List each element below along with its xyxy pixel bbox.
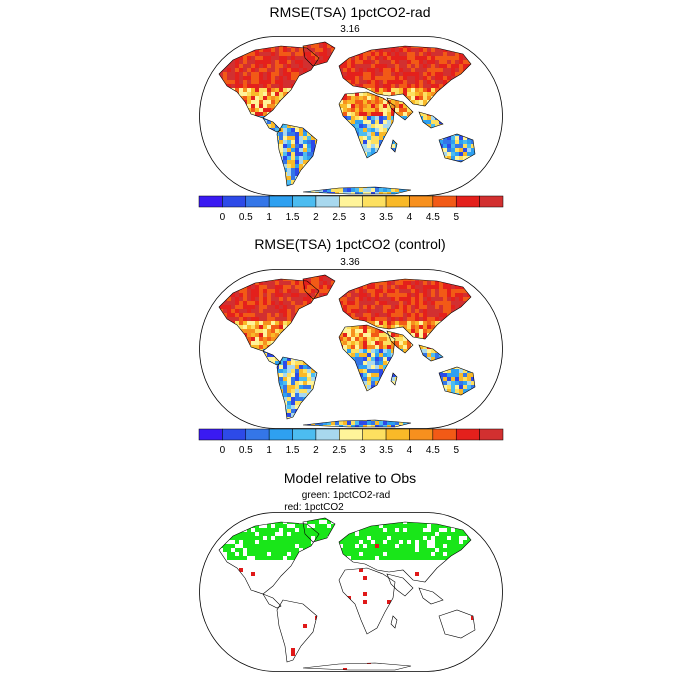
- coastline-eurasia: [338, 45, 472, 107]
- coastline-australia: [438, 366, 476, 396]
- colorbar-swatch: [292, 428, 317, 441]
- coastline-antarctica: [302, 662, 412, 671]
- colorbar-tick-label: 3.5: [379, 212, 393, 223]
- colorbar-swatch: [245, 195, 270, 208]
- colorbar-tick-label: 4: [407, 212, 413, 223]
- colorbar-swatch: [222, 195, 247, 208]
- legend-green-label: green: 1pctCO2-rad: [301, 490, 391, 501]
- coastline-se-asia: [418, 587, 444, 605]
- colorbar-tick-label: 0: [220, 445, 226, 456]
- coastline-madagascar: [390, 372, 398, 386]
- colorbar-tick-label: 5: [453, 212, 459, 223]
- coastline-arabia-india: [386, 97, 414, 121]
- colorbar-swatch: [479, 428, 504, 441]
- panel-1-rmse-value: 3.16: [340, 24, 360, 35]
- colorbar-swatch: [339, 428, 363, 441]
- legend-red-label: red: 1pctCO2: [284, 502, 344, 513]
- colorbar-swatch: [362, 195, 387, 208]
- coastline-north-america: [218, 278, 320, 352]
- colorbar-swatch: [222, 428, 247, 441]
- comparison-fill: [219, 518, 475, 670]
- colorbar-swatch: [268, 428, 293, 441]
- colorbar-tick-label: 4.5: [426, 445, 440, 456]
- colorbar-swatch: [245, 428, 270, 441]
- colorbar-tick-label: 0: [220, 212, 226, 223]
- coastline-greenland: [302, 517, 336, 543]
- map-frame: [199, 512, 503, 672]
- colorbar-tick-label: 2: [313, 445, 319, 456]
- colorbar-tick-label: 3.5: [379, 445, 393, 456]
- colorbar-tick-label: 2.5: [332, 445, 346, 456]
- coastline-arabia-india: [386, 573, 414, 597]
- colorbar-swatch: [385, 428, 410, 441]
- coastline-africa: [338, 567, 396, 635]
- rmse-fill: [219, 275, 475, 427]
- coastline-south-america: [276, 123, 318, 187]
- colorbar-tick-label: 4.5: [426, 212, 440, 223]
- colorbar-swatch: [268, 195, 293, 208]
- coastline-madagascar: [390, 615, 398, 629]
- coastline-north-america: [218, 521, 320, 595]
- colorbar-tick-label: 4: [407, 445, 413, 456]
- coastline-se-asia: [418, 111, 444, 129]
- coastline-africa: [338, 91, 396, 159]
- colorbar-tick-label: 1: [266, 212, 272, 223]
- coastline-madagascar: [390, 139, 398, 153]
- coastline-greenland: [302, 274, 336, 300]
- colorbar-swatch: [455, 195, 480, 208]
- colorbar-tick-label: 1.5: [286, 445, 300, 456]
- colorbar-swatch: [479, 195, 504, 208]
- colorbar-swatch: [315, 195, 340, 208]
- panel-2-map: [199, 269, 503, 429]
- panel-2-colorbar: 0 0.5 1 1.5 2 2.5 3 3.5 4 4.5 5: [198, 428, 504, 456]
- coastline-australia: [438, 133, 476, 163]
- colorbar-tick-label: 1.5: [286, 212, 300, 223]
- colorbar-swatch: [315, 428, 340, 441]
- coastline-antarctica: [302, 186, 412, 195]
- panel-3-title: Model relative to Obs: [283, 470, 417, 486]
- colorbar-swatch: [432, 428, 457, 441]
- panel-1-title: RMSE(TSA) 1pctCO2-rad: [269, 4, 431, 20]
- colorbar-tick-label: 1: [266, 445, 272, 456]
- colorbar-swatch: [339, 195, 363, 208]
- colorbar-swatch: [455, 428, 480, 441]
- coastline-arabia-india: [386, 330, 414, 354]
- colorbar-tick-label: 5: [453, 445, 459, 456]
- colorbar-swatch: [432, 195, 457, 208]
- colorbar-tick-label: 0.5: [239, 445, 253, 456]
- coastline-greenland: [302, 41, 336, 67]
- panel-2-rmse-value: 3.36: [340, 257, 360, 268]
- colorbar-tick-label: 0.5: [239, 212, 253, 223]
- coastline-antarctica: [302, 419, 412, 428]
- colorbar-tick-label: 3: [360, 445, 366, 456]
- panel-3-map: [199, 512, 503, 672]
- colorbar-swatch: [198, 428, 223, 441]
- colorbar-swatch: [409, 195, 434, 208]
- coastline-australia: [438, 609, 476, 639]
- colorbar-swatch: [292, 195, 317, 208]
- map-frame: [199, 269, 503, 429]
- coastline-eurasia: [338, 521, 472, 583]
- panel-2-title: RMSE(TSA) 1pctCO2 (control): [254, 236, 446, 252]
- map-frame: [199, 36, 503, 196]
- coastline-africa: [338, 324, 396, 392]
- coastline-eurasia: [338, 278, 472, 340]
- colorbar-swatch: [409, 428, 434, 441]
- rmse-fill: [219, 42, 475, 194]
- colorbar-swatch: [198, 195, 223, 208]
- panel-1-colorbar: 0 0.5 1 1.5 2 2.5 3 3.5 4 4.5 5: [198, 195, 504, 223]
- colorbar-tick-label: 2: [313, 212, 319, 223]
- coastline-se-asia: [418, 344, 444, 362]
- panel-1-map: [199, 36, 503, 196]
- coastline-north-america: [218, 45, 320, 119]
- coastline-south-america: [276, 599, 318, 663]
- colorbar-tick-label: 2.5: [332, 212, 346, 223]
- coastline-central-america: [262, 593, 282, 609]
- colorbar-swatch: [362, 428, 387, 441]
- colorbar-swatch: [385, 195, 410, 208]
- coastline-south-america: [276, 356, 318, 420]
- colorbar-tick-label: 3: [360, 212, 366, 223]
